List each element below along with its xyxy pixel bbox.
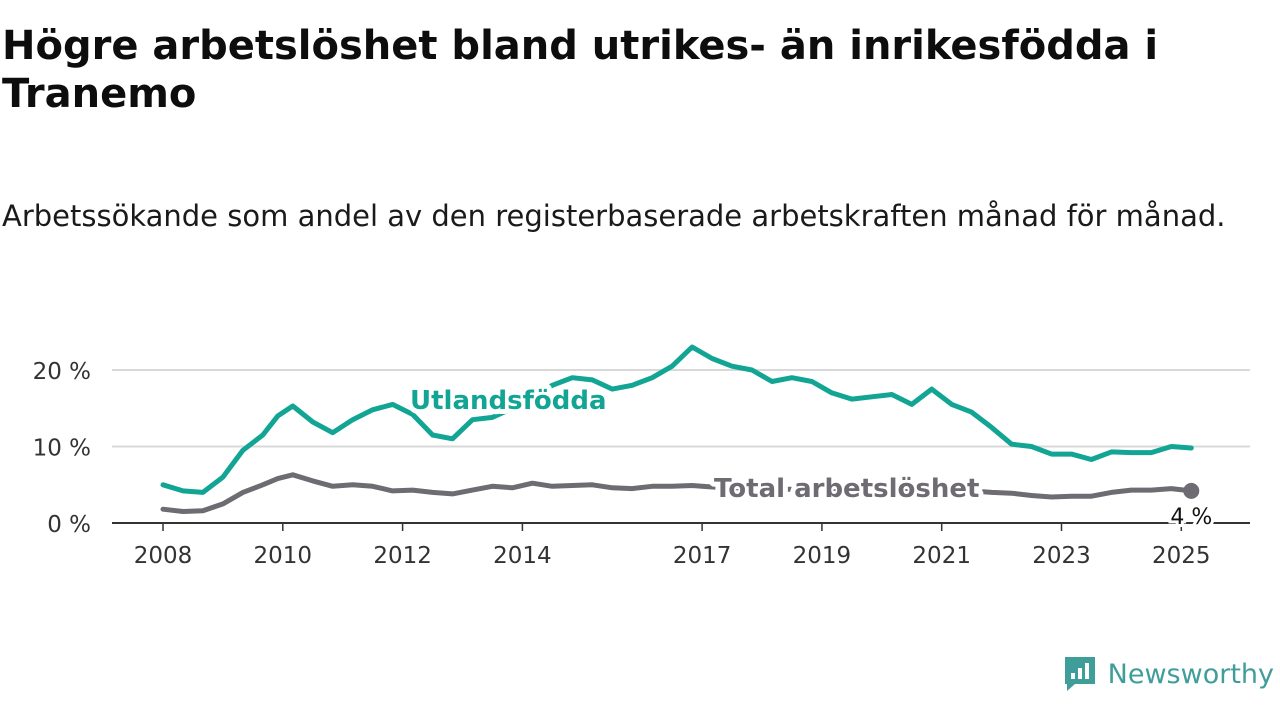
brand-name: Newsworthy (1107, 658, 1274, 690)
x-tick-label: 2023 (1032, 543, 1091, 569)
series-line-total (160, 472, 1194, 514)
chart-title: Högre arbetslöshet bland utrikes- än inr… (2, 23, 1159, 117)
y-tick-label: 10 % (33, 436, 91, 462)
x-tick-label: 2012 (373, 543, 432, 569)
newsworthy-icon (1064, 657, 1095, 691)
x-tick-label: 2019 (793, 543, 852, 569)
x-tick-label: 2025 (1152, 543, 1211, 569)
x-tick-label: 2010 (254, 543, 313, 569)
x-tick-label: 2008 (134, 543, 193, 569)
y-axis-ticks: 0 % 10 % 20 % (33, 359, 91, 538)
gridlines (112, 369, 1250, 448)
end-value-label: 4 % (1170, 505, 1212, 530)
chart-subtitle: Arbetssökande som andel av den registerb… (2, 199, 1226, 233)
newsworthy-logo: Newsworthy (1062, 654, 1274, 694)
series-line-utlandsfodda (160, 344, 1194, 495)
series-labels: Utlandsfödda Total arbetslöshet 4 % (405, 381, 1215, 533)
series-label-total: Total arbetslöshet (714, 474, 979, 504)
y-tick-label: 20 % (33, 359, 91, 385)
x-tick-label: 2017 (673, 543, 732, 569)
series-label-utlandsfodda: Utlandsfödda (410, 386, 607, 416)
y-tick-label: 0 % (47, 512, 91, 538)
series-lines (112, 344, 1250, 524)
x-axis-ticks: 2008 2010 2012 2014 2017 2019 2021 2023 2025 (134, 523, 1211, 569)
line-chart: 0 % 10 % 20 % 2008 2010 2012 2014 2017 2019 2021… (33, 344, 1250, 569)
end-point-dot (1183, 482, 1200, 499)
x-tick-label: 2021 (912, 543, 971, 569)
x-tick-label: 2014 (493, 543, 552, 569)
